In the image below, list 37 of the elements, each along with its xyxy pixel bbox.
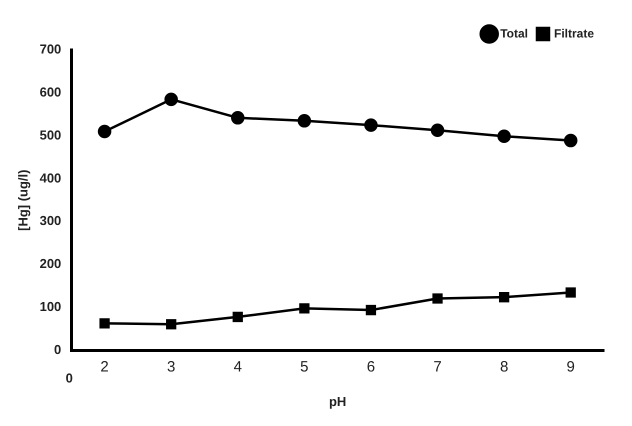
- x-axis-title: pH: [328, 394, 346, 409]
- x-tick-label: 2: [100, 358, 109, 376]
- x-tick-label: 5: [300, 358, 309, 376]
- legend-label: Total: [500, 26, 528, 40]
- y-tick-label: 0: [54, 342, 62, 357]
- point: [298, 114, 312, 128]
- point: [564, 134, 578, 148]
- point: [166, 319, 176, 330]
- point: [164, 92, 178, 106]
- point: [231, 111, 245, 125]
- y-axis-title: [Hg] (ug/l): [15, 170, 30, 231]
- y-tick-label: 500: [40, 127, 62, 142]
- point: [364, 118, 378, 132]
- point: [497, 130, 511, 144]
- legend-label: Filtrate: [554, 26, 594, 40]
- y-tick-label: 100: [40, 299, 62, 314]
- point: [232, 312, 243, 322]
- point: [99, 318, 110, 329]
- point: [366, 304, 376, 316]
- x-tick-label: 6: [366, 358, 376, 376]
- y-tick-label: 300: [40, 213, 62, 228]
- text: 0: [66, 370, 73, 386]
- point: [498, 292, 510, 302]
- y-tick-label: 200: [40, 256, 62, 272]
- x-tick-label: 4: [234, 358, 242, 376]
- x-tick-label: 9: [566, 358, 575, 376]
- y-tick-label: 600: [40, 84, 62, 100]
- y-tick-label: 400: [40, 170, 62, 186]
- x-tick-label: 7: [433, 358, 442, 376]
- x-tick-label: 3: [167, 358, 176, 376]
- point: [432, 293, 443, 304]
- point: [430, 124, 444, 137]
- y-tick-label: 700: [40, 42, 62, 57]
- point: [566, 287, 576, 298]
- point: [299, 303, 310, 314]
- x-tick-label: 8: [500, 358, 508, 376]
- point: [98, 124, 112, 138]
